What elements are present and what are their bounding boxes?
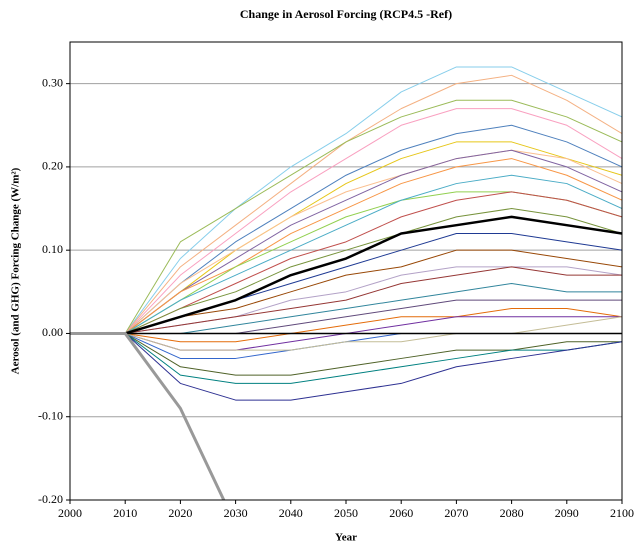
x-tick-label: 2000 [58,506,82,520]
series-line [70,208,622,334]
y-tick-label: 0.10 [42,242,63,256]
y-tick-label: -0.10 [38,408,63,422]
x-tick-label: 2010 [113,506,137,520]
series-line [70,331,226,500]
x-tick-label: 2100 [610,506,634,520]
y-tick-label: 0.30 [42,75,63,89]
series-line [70,66,622,334]
series-line [70,99,622,334]
x-tick-label: 2020 [168,506,192,520]
y-axis-label: Aerosol (and GHG) Forcing Change (W/m²) [10,167,22,374]
series-line [70,332,622,376]
x-axis-label: Year [335,532,357,544]
series-line [70,74,622,334]
x-tick-label: 2030 [224,506,248,520]
series-line [70,108,622,334]
x-tick-label: 2050 [334,506,358,520]
series-line [70,149,622,334]
y-tick-label: -0.20 [38,492,63,506]
y-tick-label: 0.20 [42,159,63,173]
x-tick-label: 2040 [279,506,303,520]
chart-title: Change in Aerosol Forcing (RCP4.5 -Ref) [240,7,452,21]
series-line [70,266,622,334]
plot-lines [70,66,622,500]
x-tick-label: 2070 [444,506,468,520]
series-line [70,316,622,351]
x-tick-label: 2080 [500,506,524,520]
y-tick-label: 0.00 [42,325,63,339]
series-line [70,332,622,401]
series-line [70,124,622,334]
series-line [70,307,622,343]
series-line [70,233,622,334]
series-line [70,332,622,384]
series-line [70,215,622,335]
x-tick-label: 2060 [389,506,413,520]
series-line [70,174,622,334]
x-tick-label: 2090 [555,506,579,520]
series-line [70,158,622,334]
